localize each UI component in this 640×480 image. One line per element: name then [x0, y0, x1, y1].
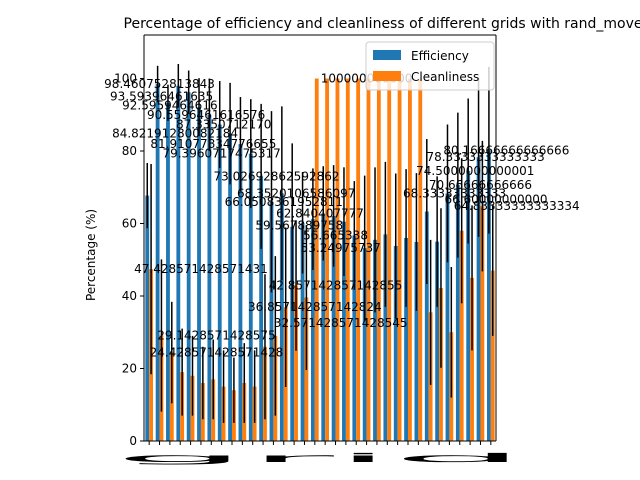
bar-efficiency-19 — [342, 221, 346, 441]
legend: Efficiency Cleanliness — [365, 41, 495, 91]
bar-efficiency-12 — [269, 201, 274, 441]
data-label-15: 47.428571428571431 — [134, 262, 268, 276]
bar-cleanliness-25 — [408, 78, 412, 441]
bar-cleanliness-20 — [356, 78, 361, 441]
bar-cleanliness-16 — [314, 78, 319, 441]
data-label-12: 59.567889758 — [255, 218, 343, 232]
y-tick-label-4: 80 — [122, 144, 137, 158]
bar-cleanliness-19 — [345, 78, 350, 441]
bar-cleanliness-22 — [376, 78, 381, 441]
y-tick-label-2: 40 — [122, 289, 137, 303]
bar-efficiency-6 — [207, 114, 212, 441]
data-label-14: 53.24975737 — [301, 241, 381, 255]
bar-efficiency-10 — [248, 153, 253, 441]
bar-cleanliness-24 — [397, 78, 402, 441]
bar-efficiency-16 — [310, 219, 315, 441]
bar-efficiency-1 — [155, 83, 160, 441]
bar-efficiency-3 — [176, 85, 181, 441]
data-label-8: 73.02692862592862 — [214, 169, 340, 183]
data-label-17: 36.857142857142824 — [248, 300, 382, 314]
bar-cleanliness-23 — [387, 78, 392, 441]
data-labels-group: 98.46075281384393.5939646163592.59594646… — [104, 72, 580, 360]
data-label-9: 68.3520106586097 — [237, 186, 355, 200]
bar-efficiency-7 — [217, 124, 222, 441]
data-label-24: 74.5000000000001 — [416, 164, 534, 178]
bar-cleanliness-31 — [470, 277, 474, 441]
legend-swatch-efficiency — [373, 50, 401, 60]
bar-efficiency-32 — [476, 157, 481, 441]
y-tick-label-3: 60 — [122, 217, 137, 231]
data-label-0: 98.460752813843 — [104, 77, 215, 91]
data-label-6: 81.91077834776655 — [150, 137, 276, 151]
data-label-2: 92.5959464616 — [122, 99, 217, 113]
bar-efficiency-5 — [197, 107, 201, 441]
data-label-23: 80.16666666666666 — [443, 143, 569, 157]
bar-efficiency-24 — [393, 245, 398, 441]
data-label-13: 56.665338 — [303, 228, 368, 242]
data-label-20: 24.428571428571428 — [150, 346, 284, 360]
bar-efficiency-31 — [466, 170, 471, 441]
bar-cleanliness-26 — [418, 78, 423, 441]
bar-efficiency-17 — [321, 213, 326, 441]
y-axis-label: Percentage (%) — [84, 209, 98, 301]
legend-swatch-cleanliness — [373, 71, 401, 81]
bar-efficiency-30 — [455, 185, 460, 441]
y-tick-label-5: 100 — [114, 72, 137, 86]
data-label-4: 87.3350712170 — [176, 118, 271, 132]
bar-cleanliness-21 — [366, 78, 371, 441]
error-bars-group — [146, 64, 494, 423]
bar-efficiency-26 — [414, 241, 419, 441]
axes-group: 0 20 40 60 80 100 grid — [114, 34, 526, 465]
legend-label-cleanliness: Cleanliness — [411, 70, 479, 84]
data-label-11: 62.840407777 — [276, 206, 364, 220]
bar-cleanliness-32 — [480, 206, 485, 441]
bar-efficiency-33 — [486, 150, 491, 441]
y-tick-label-1: 20 — [122, 362, 137, 376]
data-label-25: 70.66666666666 — [429, 178, 532, 192]
chart-title: Percentage of efficiency and cleanliness… — [124, 16, 640, 32]
bar-efficiency-0 — [145, 195, 150, 441]
bar-efficiency-18 — [331, 215, 336, 441]
bar-efficiency-21 — [362, 248, 367, 441]
bar-cleanliness-18 — [335, 78, 340, 441]
bar-efficiency-2 — [166, 102, 170, 441]
data-label-10: 66.0508361952811 — [225, 195, 343, 209]
bar-efficiency-28 — [435, 241, 440, 441]
bar-efficiency-23 — [383, 234, 388, 441]
bar-efficiency-29 — [445, 193, 450, 441]
bar-cleanliness-30 — [459, 230, 464, 441]
data-label-28: 64.83333333333334 — [454, 199, 580, 213]
bar-cleanliness-14 — [294, 285, 298, 441]
data-label-19: 29.1428571428575 — [157, 329, 275, 343]
bar-efficiency-25 — [404, 238, 408, 441]
bar-cleanliness-17 — [325, 78, 330, 441]
bar-efficiency-8 — [228, 133, 232, 441]
data-label-7: 79.3960717475317 — [162, 147, 280, 161]
bar-efficiency-9 — [238, 144, 243, 442]
bar-cleanliness-33 — [490, 270, 495, 441]
bar-efficiency-14 — [290, 226, 295, 441]
y-tick-label-0: 0 — [129, 434, 137, 448]
bar-efficiency-11 — [259, 176, 264, 441]
bar-efficiency-20 — [352, 235, 357, 441]
data-label-22: 78.3333333333333 — [426, 150, 544, 164]
data-label-3: 90.5596461616576 — [147, 108, 265, 122]
bar-efficiency-15 — [300, 222, 305, 441]
bar-efficiency-27 — [424, 211, 429, 441]
data-label-18: 32.571428571428545 — [274, 316, 408, 330]
bar-efficiency-4 — [186, 92, 191, 442]
bar-efficiency-13 — [279, 193, 284, 441]
bar-efficiency-22 — [373, 239, 377, 441]
data-label-16: 42.857142857142855 — [269, 278, 403, 292]
data-label-26: 68.33333333333 — [403, 186, 506, 200]
data-label-1: 93.59396461635 — [110, 90, 213, 104]
legend-label-efficiency: Efficiency — [411, 49, 469, 63]
x-tick-labels: grid — [114, 451, 526, 465]
